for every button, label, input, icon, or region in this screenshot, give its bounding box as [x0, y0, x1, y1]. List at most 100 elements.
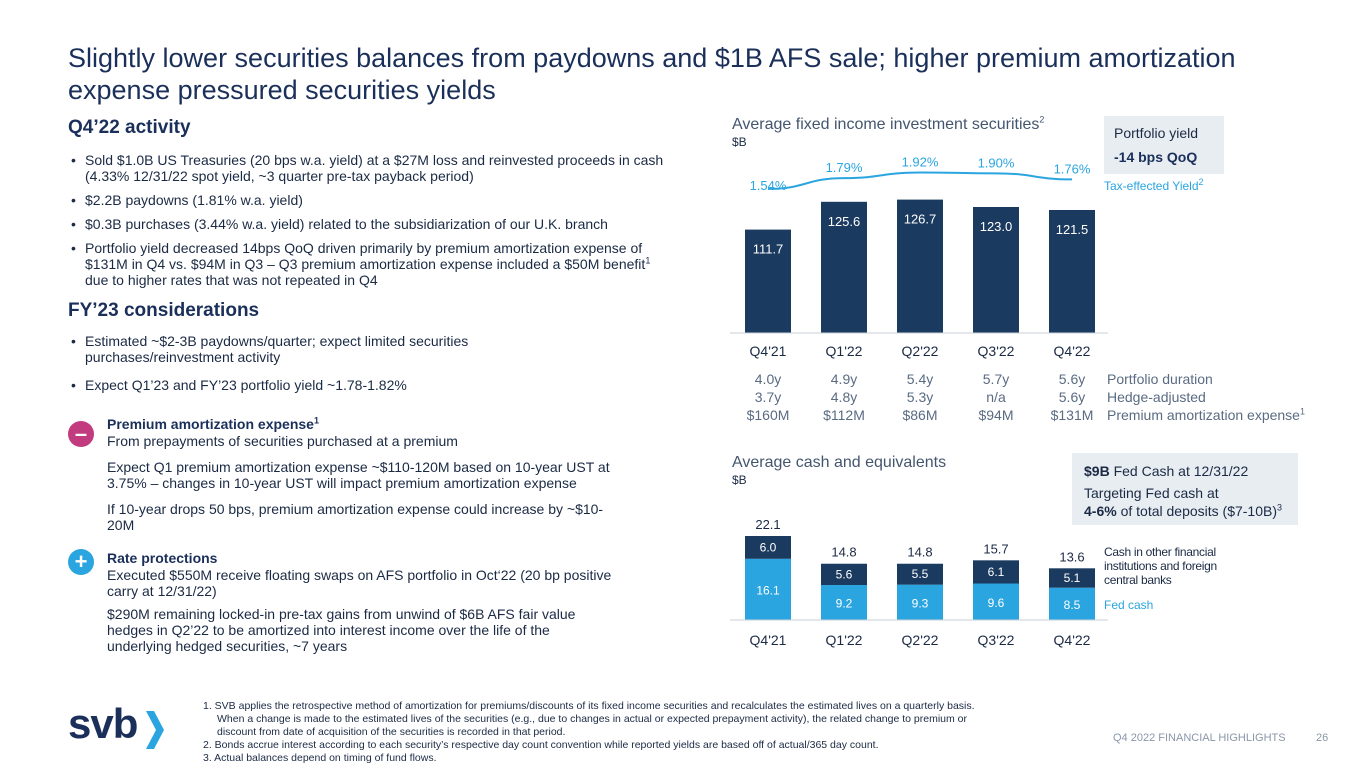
- q4-activity-list: Sold $1.0B US Treasuries (20 bps w.a. yi…: [68, 152, 673, 296]
- cash-chart-unit: $B: [732, 473, 747, 487]
- rate-protections-title: Rate protections: [107, 550, 218, 566]
- premium-amortization-title: Premium amortization expense1: [107, 415, 319, 432]
- yield-label: 1.90%: [978, 155, 1015, 170]
- footnote: discount from date of acquisition of the…: [217, 726, 566, 738]
- category-label: Q2'22: [901, 632, 939, 648]
- bar-fed-cash: [821, 585, 867, 620]
- bar-value-label: 6.1: [988, 565, 1005, 579]
- q4-activity-heading: Q4’22 activity: [68, 117, 191, 138]
- securities-chart: 1.54% 1.79% 1.92% 1.90% 1.76% 111.7 125.6 126.…: [730, 155, 1108, 334]
- category-label: Q1'22: [825, 343, 863, 359]
- metric-value: $94M: [978, 407, 1014, 423]
- legend-fed-cash: Fed cash: [1104, 598, 1154, 612]
- total-label: 13.6: [1059, 549, 1084, 564]
- fed-cash-box: $9B Fed Cash at 12/31/22 Targeting Fed c…: [1072, 453, 1298, 525]
- bar-value-label: 9.3: [912, 596, 929, 610]
- bar-value-label: 9.2: [836, 597, 853, 611]
- premium-amortization-callout: Premium amortization expense1 From prepa…: [107, 416, 617, 533]
- bar-value-label: 16.1: [756, 583, 780, 597]
- yield-label: 1.76%: [1054, 161, 1091, 176]
- metric-value: $131M: [1050, 407, 1094, 423]
- bar-value-label: 8.5: [1064, 598, 1081, 612]
- metric-label: Premium amortization expense1: [1107, 406, 1305, 423]
- metric-value: 4.8y: [830, 389, 858, 405]
- cash-chart: 16.1 6.0 22.1 9.2 5.6 14.8 9.3 5.5 14.8 9.6 6.1 15.…: [730, 517, 1108, 621]
- bar-other-cash: [973, 560, 1019, 584]
- bar-value-label: 9.6: [988, 596, 1005, 610]
- portfolio-yield-label: Portfolio yield: [1114, 125, 1199, 141]
- legend-other-cash: Cash in other financial institutions and…: [1104, 545, 1217, 587]
- category-label: Q4'21: [749, 632, 787, 648]
- bar-value-label: 5.6: [836, 567, 853, 581]
- bar: [973, 207, 1019, 333]
- premium-amortization-subtitle: From prepayments of securities purchased…: [107, 433, 458, 449]
- footnote: 1. SVB applies the retrospective method …: [203, 700, 975, 712]
- bar: [897, 199, 943, 333]
- bar: [745, 229, 791, 333]
- bar-value-label: 121.5: [1056, 222, 1089, 237]
- chevron-right-icon: [146, 711, 164, 749]
- metric-value: $112M: [823, 407, 865, 423]
- list-item: $2.2B paydowns (1.81% w.a. yield): [68, 192, 673, 208]
- premium-amortization-text: If 10-year drops 50 bps, premium amortiz…: [107, 501, 604, 533]
- metric-value: 3.7y: [754, 389, 782, 405]
- bar-value-label: 6.0: [760, 540, 777, 554]
- yield-legend: Tax-effected Yield2: [1104, 177, 1204, 194]
- fed-cash-line: $9B Fed Cash at 12/31/22: [1084, 463, 1249, 479]
- metric-value: 5.4y: [906, 371, 934, 387]
- fed-cash-target-range: 4-6% of total deposits ($7-10B)3: [1084, 502, 1283, 519]
- page-title: Slightly lower securities balances from …: [68, 43, 1236, 105]
- plus-icon: +: [68, 549, 94, 575]
- securities-chart-title: Average fixed income investment securiti…: [732, 114, 1045, 133]
- footnote: 3. Actual balances depend on timing of f…: [203, 752, 437, 764]
- bar-fed-cash: [745, 558, 791, 620]
- bar-value-label: 125.6: [828, 214, 861, 229]
- page-number: 26: [1316, 732, 1329, 744]
- bar-other-cash: [745, 536, 791, 559]
- securities-chart-unit: $B: [732, 135, 747, 149]
- fy23-list: Estimated ~$2-3B paydowns/quarter; expec…: [68, 333, 538, 401]
- bar-fed-cash: [897, 584, 943, 620]
- yield-label: 1.54%: [750, 178, 787, 193]
- footnotes: 1. SVB applies the retrospective method …: [203, 700, 1103, 765]
- rate-protections-callout: Rate protections Executed $550M receive …: [107, 550, 617, 654]
- cash-chart-title: Average cash and equivalents: [732, 454, 947, 471]
- metric-value: $160M: [746, 407, 790, 423]
- fy23-heading: FY’23 considerations: [68, 300, 260, 321]
- category-label: Q4'22: [1053, 632, 1091, 648]
- bar-value-label: 5.5: [912, 567, 929, 581]
- list-item: $0.3B purchases (3.44% w.a. yield) relat…: [68, 216, 673, 232]
- minus-icon: –: [68, 421, 94, 447]
- bar-fed-cash: [973, 583, 1019, 620]
- category-label: Q2'22: [901, 343, 939, 359]
- category-label: Q4'22: [1053, 343, 1091, 359]
- metric-value: 5.6y: [1058, 389, 1086, 405]
- metric-value: 4.9y: [830, 371, 858, 387]
- list-item: Sold $1.0B US Treasuries (20 bps w.a. yi…: [68, 152, 673, 184]
- bar: [821, 201, 867, 333]
- yield-line: [767, 171, 1073, 190]
- metric-value: $86M: [902, 407, 938, 423]
- bar-value-label: 111.7: [753, 242, 784, 257]
- metric-value: 5.6y: [1058, 371, 1086, 387]
- footnote: When a change is made to the estimated l…: [217, 713, 967, 725]
- bar-value-label: 123.0: [980, 219, 1013, 234]
- metric-label: Hedge-adjusted: [1107, 389, 1206, 405]
- category-label: Q4'21: [749, 343, 787, 359]
- portfolio-yield-box: Portfolio yield -14 bps QoQ: [1104, 116, 1224, 174]
- metric-value: 5.3y: [906, 389, 934, 405]
- category-label: Q1'22: [825, 632, 863, 648]
- total-label: 22.1: [755, 517, 780, 532]
- footer-label: Q4 2022 FINANCIAL HIGHLIGHTS: [1113, 732, 1286, 744]
- metric-value: 4.0y: [754, 371, 782, 387]
- total-label: 15.7: [983, 541, 1008, 556]
- svb-logo: svb: [68, 702, 164, 749]
- yield-label: 1.92%: [902, 155, 939, 169]
- metric-value: 5.7y: [982, 371, 1010, 387]
- bar-other-cash: [821, 563, 867, 586]
- portfolio-yield-value: -14 bps QoQ: [1114, 149, 1198, 165]
- bar-other-cash: [897, 563, 943, 585]
- category-label: Q3'22: [977, 632, 1015, 648]
- bar-value-label: 126.7: [904, 212, 937, 227]
- bar-fed-cash: [1049, 587, 1095, 620]
